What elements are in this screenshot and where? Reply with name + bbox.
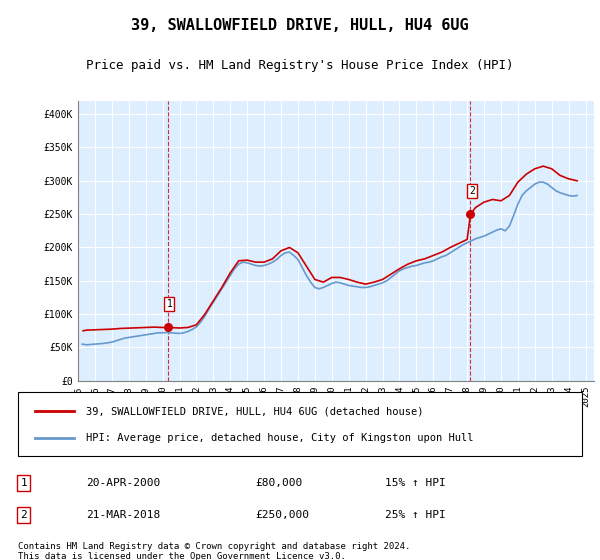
Text: Price paid vs. HM Land Registry's House Price Index (HPI): Price paid vs. HM Land Registry's House … (86, 59, 514, 72)
Text: Contains HM Land Registry data © Crown copyright and database right 2024.
This d: Contains HM Land Registry data © Crown c… (18, 542, 410, 560)
Text: £80,000: £80,000 (255, 478, 302, 488)
Text: 39, SWALLOWFIELD DRIVE, HULL, HU4 6UG (detached house): 39, SWALLOWFIELD DRIVE, HULL, HU4 6UG (d… (86, 407, 423, 416)
Text: 2: 2 (469, 186, 475, 196)
Point (466, 209, 475, 218)
FancyBboxPatch shape (18, 392, 582, 456)
Text: 20-APR-2000: 20-APR-2000 (86, 478, 160, 488)
Text: 15% ↑ HPI: 15% ↑ HPI (385, 478, 445, 488)
Text: 1: 1 (20, 478, 27, 488)
Text: 21-MAR-2018: 21-MAR-2018 (86, 510, 160, 520)
Text: 1: 1 (166, 299, 172, 309)
Text: £250,000: £250,000 (255, 510, 309, 520)
Text: HPI: Average price, detached house, City of Kingston upon Hull: HPI: Average price, detached house, City… (86, 433, 473, 444)
Text: 39, SWALLOWFIELD DRIVE, HULL, HU4 6UG: 39, SWALLOWFIELD DRIVE, HULL, HU4 6UG (131, 18, 469, 32)
Text: 2: 2 (20, 510, 27, 520)
Point (163, 323, 172, 332)
Text: 25% ↑ HPI: 25% ↑ HPI (385, 510, 445, 520)
